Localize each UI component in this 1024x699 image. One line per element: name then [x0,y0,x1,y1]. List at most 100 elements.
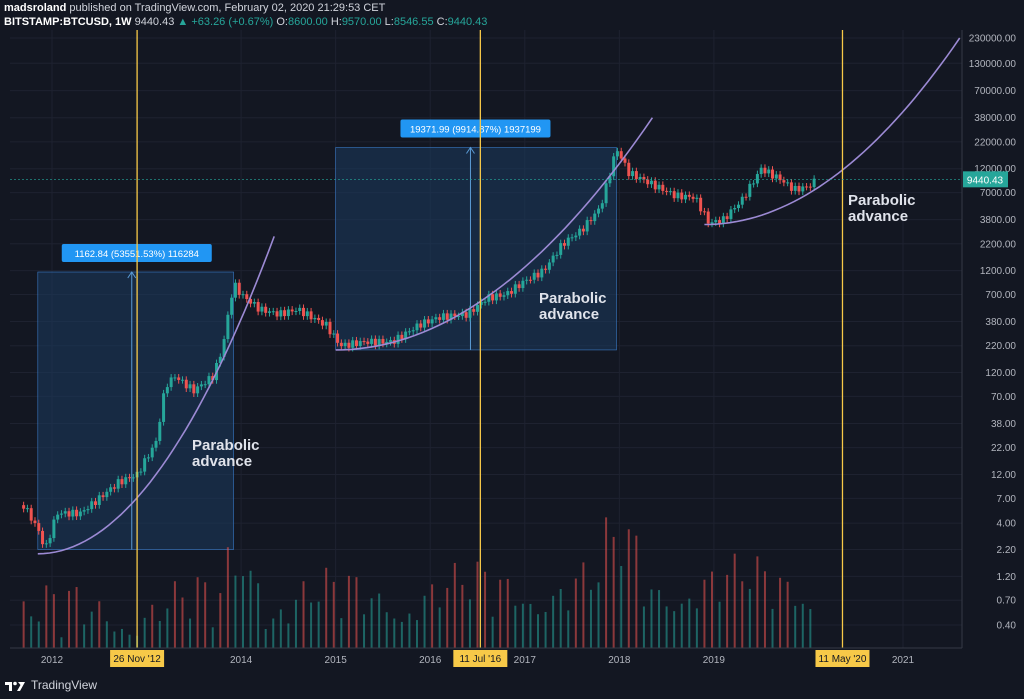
measure-box [37,271,234,550]
candle-body [302,307,306,317]
volume-bar [786,581,789,648]
last-price-tag-text: 9440.43 [967,175,1004,186]
measure-arrow-head [127,271,137,279]
candle-body [752,183,756,185]
candle-body [748,183,752,197]
volume-bar [741,581,744,648]
close-label: C: [436,16,448,28]
candle-body [646,179,650,185]
candle-body [154,440,158,448]
candle-body [498,293,502,297]
candle-body [400,334,404,340]
candle-body [555,254,559,256]
time-axis-label: 2018 [608,655,631,666]
volume-bar [665,606,668,648]
volume-bar [710,571,713,648]
candle-body [230,297,234,315]
candle-body [252,302,256,304]
parabolic-curve [37,236,275,555]
volume-bar [801,603,804,648]
candle-body [63,511,67,514]
candle-body [196,386,200,394]
candle-body [415,323,419,331]
candle-body [721,216,725,224]
price-axis-label: 220.00 [985,341,1016,352]
candle-body [218,356,222,363]
candle-body [25,508,29,510]
candle-body [434,317,438,320]
volume-bar [771,608,774,648]
volume-bar [385,612,388,648]
candle-body [634,171,638,180]
candle-body [665,190,669,192]
candle-body [56,514,60,520]
candle-body [438,317,442,320]
highlight-time-label: 11 Jul '16 [459,654,501,665]
last-price: 9440.43 [134,16,175,28]
author-name[interactable]: madsroland [4,2,67,14]
candle-body [237,282,241,295]
open-value: 8600.00 [287,16,328,28]
price-axis-label: 7000.00 [980,188,1017,199]
volume-bar [363,614,366,648]
price-axis-label: 38.00 [991,419,1016,430]
candle-body [805,186,809,188]
candle-body [336,333,340,343]
open-label: O: [276,16,288,28]
price-axis-label: 0.40 [997,621,1017,632]
candle-body [612,156,616,177]
candle-body [146,457,150,459]
candle-body [41,530,45,545]
parabolic-curve [335,117,654,351]
volume-bar [30,616,33,648]
volume-bar [506,578,509,648]
candle-body [143,458,147,472]
candle-body [59,513,63,515]
price-axis-label: 22.00 [991,443,1016,454]
volume-bar [68,590,71,648]
volume-bar [650,589,653,648]
candle-body [354,340,358,347]
time-axis-label: 2015 [325,655,348,666]
price-axis-label: 1200.00 [980,266,1017,277]
candle-body [494,293,498,301]
candle-body [782,180,786,183]
candle-body [778,174,782,181]
volume-bar [181,597,184,648]
tradingview-logo-icon [5,681,25,691]
candle-body [668,191,672,193]
candle-body [540,268,544,278]
candle-body [642,177,646,180]
highlight-time-tag [815,650,870,667]
volume-bar [166,608,169,648]
candle-body [506,291,510,296]
candle-body [389,340,393,342]
time-axis-label: 2012 [41,655,64,666]
symbol-label[interactable]: BITSTAMP:BTCUSD, 1W [4,16,132,28]
price-axis-label: 120.00 [985,368,1016,379]
candle-body [718,220,722,224]
candle-body [763,167,767,174]
volume-bar [272,618,275,648]
volume-bar [347,575,350,648]
candle-body [517,284,521,289]
volume-bar [718,601,721,648]
candle-body [680,192,684,200]
candle-body [714,220,718,223]
price-axis-label: 130000.00 [969,59,1017,70]
candle-body [570,237,574,239]
candle-body [729,209,733,219]
candle-body [71,509,75,517]
candle-body [513,284,517,294]
volume-bar [574,578,577,648]
candle-body [150,447,154,458]
candle-body [37,523,41,531]
price-axis-label: 12.00 [991,470,1016,481]
brand-name[interactable]: TradingView [31,678,98,692]
volume-bar [204,582,207,648]
candle-body [657,184,661,190]
price-axis-label: 2.20 [997,545,1017,556]
volume-bar [748,588,751,648]
candle-body [93,501,97,505]
